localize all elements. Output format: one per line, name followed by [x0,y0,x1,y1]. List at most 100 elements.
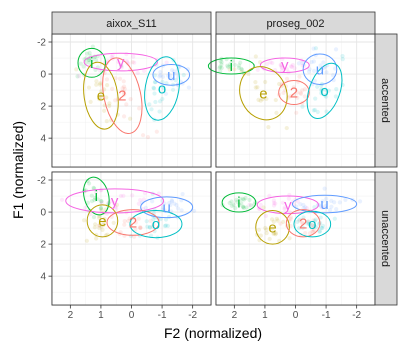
data-point [121,79,126,84]
data-point [151,217,156,222]
data-point [92,195,98,201]
data-point [100,227,105,233]
data-point [141,197,147,202]
vowel-ellipse [140,196,194,219]
data-point [320,225,325,231]
data-point [229,203,234,208]
data-point [311,59,317,64]
data-point [113,98,118,103]
data-point [101,222,106,228]
data-point [122,92,127,97]
data-point [310,223,315,228]
data-point [258,233,263,238]
vowel-ellipse [129,209,183,239]
label-layer: i yue 2 oi y ue 2 oi y ue 2 oi y ue 2 o [90,54,329,236]
data-point [306,219,311,224]
data-point [273,231,279,236]
data-point [158,69,163,75]
vowel-label: o [158,80,166,97]
vowel-ellipse [106,209,160,236]
data-point [151,222,156,227]
data-point [324,94,329,99]
data-point [117,76,123,81]
data-point [119,63,124,69]
data-point [98,206,103,211]
data-point [120,86,125,91]
ellipse-layer [65,47,358,245]
vowel-label: u [162,199,170,216]
data-point [92,197,97,203]
vowel-ellipse [255,209,290,245]
vowel-label: 2 [299,215,307,232]
vowel-ellipse [278,79,310,106]
data-point [253,85,258,90]
vowel-ellipse [83,61,119,130]
data-point [160,96,165,102]
data-point [84,238,89,243]
data-point [300,225,306,230]
data-point [122,219,127,224]
data-point [167,200,172,206]
data-point [227,200,232,206]
data-point [82,57,87,62]
x-tick-label: 1 [98,310,104,321]
data-point [289,64,295,69]
data-point [133,220,138,225]
vowel-label: 2 [118,88,126,105]
data-point [343,197,348,202]
data-point [290,62,295,68]
row-strip [374,171,398,306]
data-point [332,216,337,221]
data-point [320,223,326,228]
data-point [85,178,90,183]
data-point [274,110,279,115]
data-point [230,58,235,64]
data-point [219,62,224,67]
data-point [99,208,104,213]
data-point [270,226,275,231]
data-point [110,86,115,91]
data-point [240,196,245,202]
data-point [300,221,305,226]
data-point [89,199,95,204]
data-point [297,217,302,222]
data-point [238,196,243,202]
x-tick-label: -2 [352,310,361,321]
data-point [139,200,145,205]
data-point [225,63,230,68]
data-point [107,101,112,106]
data-point [323,204,328,209]
data-point [324,109,329,114]
data-point [258,60,263,65]
data-point [294,110,299,115]
data-point [169,77,174,82]
data-point [317,221,322,226]
data-point [93,57,99,63]
data-point [319,88,324,93]
data-point [319,225,324,230]
data-point [281,90,286,95]
data-point [95,197,101,202]
data-point [303,230,308,236]
data-point [324,196,329,201]
data-point [135,70,140,76]
data-point [179,208,184,213]
data-point [319,87,324,92]
vowel-label: o [308,216,316,233]
data-point [295,219,300,225]
data-point [273,97,278,103]
data-point [287,236,292,241]
x-tick-label: -1 [322,310,331,321]
data-point [263,79,268,85]
data-point [154,129,159,134]
grid-layer [52,34,375,305]
data-point [300,104,305,109]
data-point [311,108,316,113]
data-point [94,79,99,84]
vowel-label: i [90,55,93,72]
data-point [124,102,129,107]
data-point [300,88,305,93]
data-point [309,222,315,228]
data-point [137,106,142,111]
data-point [173,78,178,83]
